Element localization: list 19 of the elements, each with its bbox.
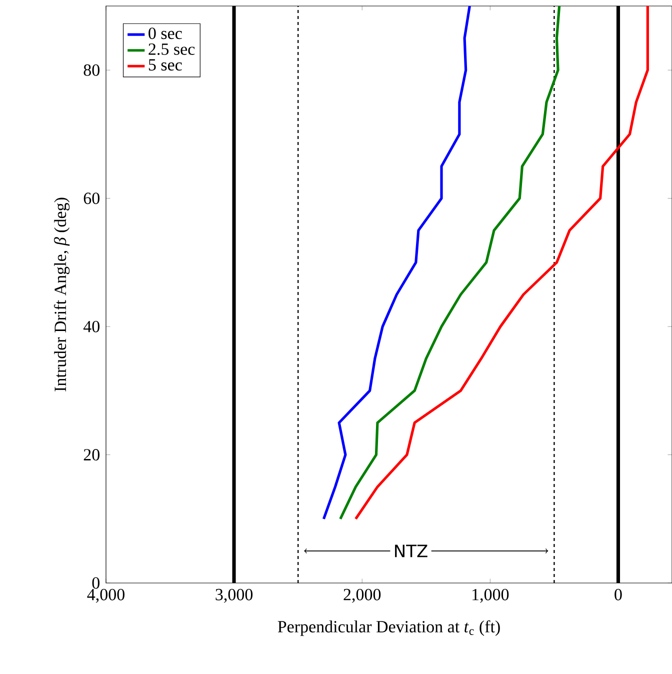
x-tick-label: 2,000	[344, 588, 381, 603]
line-series	[339, 6, 561, 520]
y-tick-label: 40	[83, 320, 100, 332]
y-tick-label: 60	[84, 192, 100, 204]
y-tick-label: 0	[92, 577, 100, 589]
y-tick-label: 80	[84, 64, 100, 76]
x-tick-label: 4,000	[87, 588, 124, 603]
x-axis-title: Perpendicular Deviation at t$_{c}$ (ft)	[278, 620, 500, 636]
x-tick-label: 3,000	[216, 588, 253, 603]
x-tick-label: 1,000	[472, 588, 509, 603]
legend-label: 0 sec	[148, 28, 182, 40]
line-series	[354, 6, 649, 520]
legend-label: 2.5 sec	[148, 43, 195, 55]
y-tick-label: 20	[84, 449, 100, 461]
x-tick-label: 0	[614, 588, 622, 600]
legend-label: 5 sec	[148, 59, 182, 71]
annotation: NTZ	[395, 544, 428, 558]
y-axis-title: Intruder Drift Angle, β (deg)	[54, 198, 70, 392]
line-series	[322, 6, 471, 520]
